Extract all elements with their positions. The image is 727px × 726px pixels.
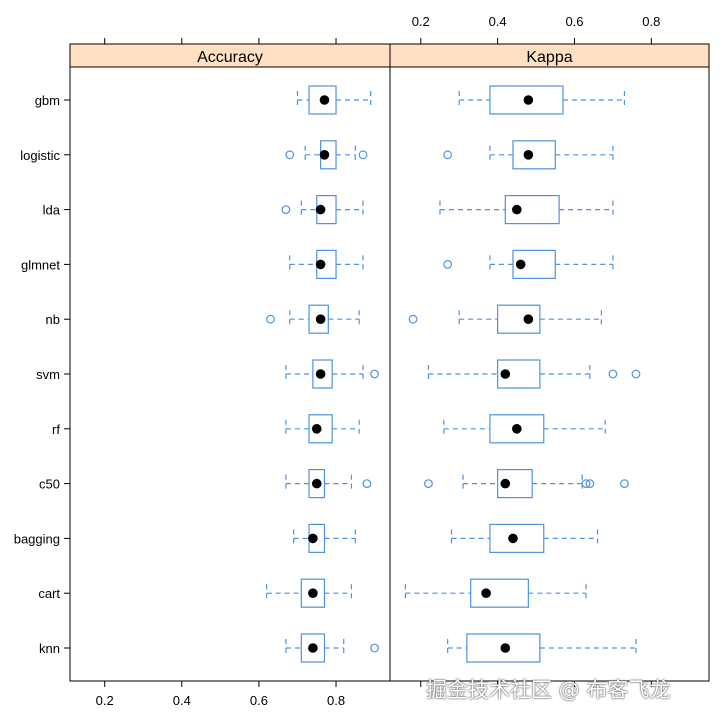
median-glmnet [515, 259, 526, 270]
median-knn [500, 643, 511, 653]
median-knn [308, 643, 318, 653]
median-nb [315, 314, 326, 325]
median-glmnet [315, 259, 326, 270]
box-rf [308, 414, 333, 444]
median-c50 [500, 478, 511, 489]
median-rf [512, 424, 522, 434]
panel-title-kappa: Kappa [526, 49, 572, 66]
box-nb [497, 304, 541, 334]
panel-title-accuracy: Accuracy [197, 49, 263, 66]
box-lda [504, 195, 560, 225]
y-label-c50: c50 [39, 477, 60, 492]
panel-frame-kappa [389, 43, 710, 682]
median-logistic [319, 150, 330, 160]
median-nb [523, 314, 534, 325]
median-cart [481, 588, 491, 598]
box-knn [466, 633, 541, 663]
y-label-gbm: gbm [35, 93, 60, 108]
outlier-point [266, 314, 275, 324]
box-glmnet [512, 249, 556, 279]
watermark: 掘金技术社区 @ 布客飞龙 [426, 678, 671, 702]
box-nb [308, 304, 329, 334]
outlier-point [631, 369, 641, 379]
outlier-point [362, 479, 372, 489]
outlier-point [608, 369, 618, 379]
box-bagging [489, 523, 545, 554]
x-tick-label: 0.4 [173, 693, 191, 708]
outlier-point [281, 205, 291, 215]
outlier-point [424, 479, 433, 489]
y-label-lda: lda [43, 203, 61, 218]
x-tick-label: 0.4 [489, 14, 507, 29]
outlier-point [408, 314, 418, 324]
median-c50 [311, 478, 322, 489]
y-label-glmnet: glmnet [21, 257, 60, 272]
outlier-point [285, 150, 295, 160]
median-lda [315, 204, 326, 215]
median-gbm [319, 95, 330, 105]
x-tick-label: 0.2 [96, 693, 114, 708]
median-logistic [523, 150, 534, 160]
box-c50 [497, 469, 533, 499]
box-cart [470, 578, 529, 608]
box-gbm [308, 85, 337, 115]
x-tick-label: 0.8 [642, 14, 660, 29]
median-bagging [508, 533, 518, 544]
y-label-svm: svm [36, 367, 60, 382]
outlier-point [620, 479, 629, 489]
box-rf [489, 414, 545, 444]
box-knn [300, 633, 326, 663]
box-svm [312, 359, 333, 389]
median-lda [512, 204, 522, 215]
y-label-logistic: logistic [20, 148, 60, 163]
median-cart [308, 588, 318, 598]
outlier-point [585, 479, 595, 489]
y-label-cart: cart [38, 586, 60, 601]
median-rf [311, 424, 322, 434]
outlier-point [370, 643, 379, 653]
y-label-rf: rf [52, 422, 60, 437]
box-c50 [308, 469, 326, 499]
box-cart [300, 578, 326, 608]
outlier-point [443, 150, 453, 160]
outlier-point [581, 479, 591, 489]
panel-frame-accuracy [69, 43, 391, 682]
box-svm [497, 359, 541, 389]
x-tick-label: 0.8 [327, 693, 345, 708]
outlier-point [443, 260, 453, 269]
x-tick-label: 0.6 [565, 14, 583, 29]
outlier-point [370, 369, 379, 379]
box-logistic [512, 140, 556, 170]
box-gbm [489, 85, 564, 115]
outlier-point [358, 150, 368, 160]
y-label-knn: knn [39, 641, 60, 656]
y-label-nb: nb [46, 312, 60, 327]
median-bagging [308, 533, 318, 544]
x-tick-label: 0.2 [412, 14, 430, 29]
median-gbm [523, 95, 534, 105]
x-tick-label: 0.6 [250, 693, 268, 708]
median-svm [500, 369, 511, 379]
y-label-bagging: bagging [14, 531, 60, 546]
median-svm [315, 369, 326, 379]
